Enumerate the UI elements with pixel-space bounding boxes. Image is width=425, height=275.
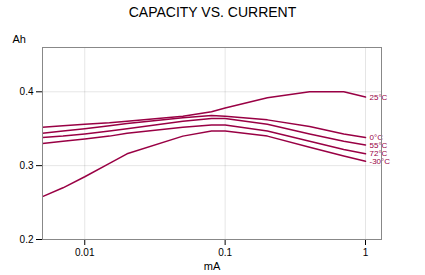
svg-text:0.01: 0.01 [75,247,95,258]
svg-text:-30°C: -30°C [370,157,391,166]
html-text:CAPACITY VS. CURRENT: CAPACITY VS. CURRENT [128,4,297,20]
svg-text:25°C: 25°C [370,93,388,102]
svg-text:Ah: Ah [13,33,26,45]
svg-text:0.2: 0.2 [20,234,34,245]
svg-text:0.4: 0.4 [20,86,34,97]
svg-text:0.3: 0.3 [20,160,34,171]
svg-text:72°C: 72°C [369,149,388,159]
svg-text:0.1: 0.1 [218,247,232,258]
svg-text:mA: mA [204,260,221,272]
svg-text:55°C: 55°C [370,141,388,150]
svg-text:1: 1 [363,247,369,258]
